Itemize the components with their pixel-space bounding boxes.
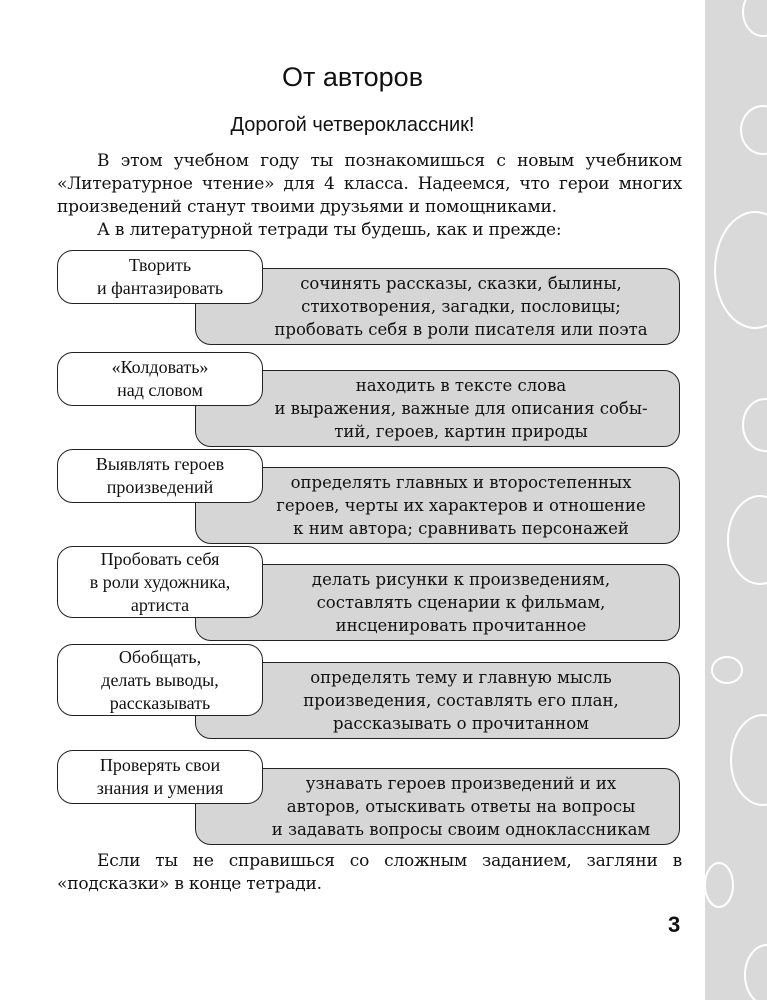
skill-row: Пробовать себя в роли художника, артиста… xyxy=(57,546,680,646)
skill-row: Выявлять героев произведений определять … xyxy=(57,449,680,549)
details-box: определять тему и главную мысль произвед… xyxy=(195,662,680,739)
details-text: определять главных и второстепенных геро… xyxy=(276,473,646,538)
details-text: делать рисунки к произведениям, составля… xyxy=(311,570,611,635)
details-box: определять главных и второстепенных геро… xyxy=(195,467,680,544)
details-text: находить в тексте слова и выражения, важ… xyxy=(274,376,648,441)
details-text: узнавать героев произведений и их авторо… xyxy=(271,774,651,839)
skill-box: Проверять свои знания и умения xyxy=(57,750,263,804)
details-box: узнавать героев произведений и их авторо… xyxy=(195,768,680,845)
skill-label: Пробовать себя в роли художника, артиста xyxy=(89,548,231,615)
skill-box: Творить и фантазировать xyxy=(57,250,263,304)
outro-text: Если ты не справишься со сложным задание… xyxy=(57,850,682,896)
details-text: определять тему и главную мысль произвед… xyxy=(303,668,619,733)
skill-row: Проверять свои знания и умения узнавать … xyxy=(57,750,680,850)
skill-box: Обобщать, делать выводы, рассказывать xyxy=(57,644,263,716)
intro-paragraph: А в литературной тетради ты будешь, как … xyxy=(97,220,562,240)
skill-box: Выявлять героев произведений xyxy=(57,449,263,503)
intro-paragraph: В этом учебном году ты познакомишься с н… xyxy=(57,151,682,217)
circles-decoration xyxy=(705,0,767,1000)
details-box: делать рисунки к произведениям, составля… xyxy=(195,564,680,641)
page-number: 3 xyxy=(668,912,681,937)
skill-row: Творить и фантазировать сочинять рассказ… xyxy=(57,250,680,350)
details-text: сочинять рассказы, сказки, былины, стихо… xyxy=(274,274,648,339)
skill-row: Обобщать, делать выводы, рассказывать оп… xyxy=(57,644,680,744)
page-subtitle: Дорогой четвероклассник! xyxy=(230,114,475,136)
details-box: находить в тексте слова и выражения, важ… xyxy=(195,370,680,447)
skill-label: «Колдовать» над словом xyxy=(111,357,209,400)
decorative-side-strip xyxy=(705,0,767,1000)
skill-box: «Колдовать» над словом xyxy=(57,352,263,406)
skill-row: «Колдовать» над словом находить в тексте… xyxy=(57,352,680,452)
page-title: От авторов xyxy=(281,62,424,92)
skill-label: Обобщать, делать выводы, рассказывать xyxy=(101,646,219,713)
skill-label: Творить и фантазировать xyxy=(96,255,224,298)
intro-text: В этом учебном году ты познакомишься с н… xyxy=(57,150,682,242)
skill-label: Проверять свои знания и умения xyxy=(96,755,224,798)
skill-box: Пробовать себя в роли художника, артиста xyxy=(57,546,263,618)
outro-paragraph: Если ты не справишься со сложным задание… xyxy=(57,851,682,894)
skill-label: Выявлять героев произведений xyxy=(95,454,225,497)
details-box: сочинять рассказы, сказки, былины, стихо… xyxy=(195,268,680,345)
